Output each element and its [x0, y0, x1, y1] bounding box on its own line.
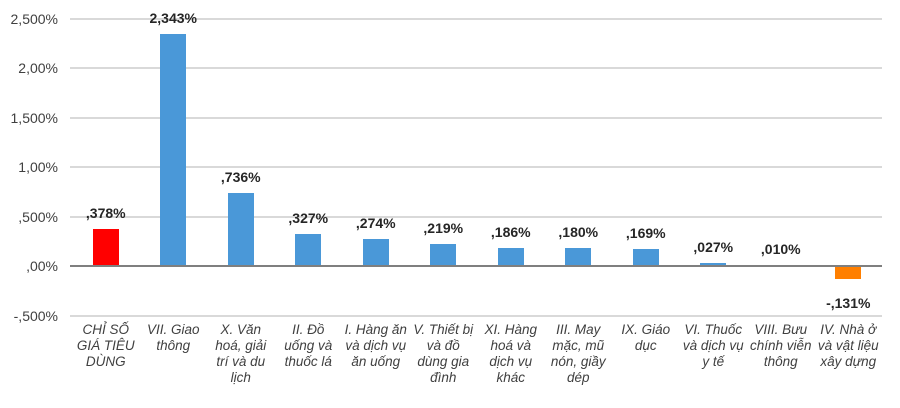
- bar: [835, 266, 862, 279]
- y-tick-label: ,00%: [26, 258, 58, 274]
- bar: [160, 34, 187, 266]
- y-tick-label: 1,500%: [10, 109, 58, 126]
- bar: [227, 193, 254, 266]
- y-tick-label: -,500%: [13, 307, 58, 324]
- value-label: ,010%: [760, 241, 801, 257]
- value-label: -,131%: [826, 294, 871, 311]
- value-label: ,736%: [220, 169, 261, 186]
- category-label: CHỈ SỐ GIÁ TIÊU DÙNG: [76, 322, 135, 369]
- gridline: [70, 166, 882, 168]
- category-label: VIII. Bưu chính viễn thông: [749, 322, 812, 369]
- category-label: I. Hàng ăn và dịch vụ ăn uống: [344, 322, 407, 369]
- value-label: ,378%: [85, 204, 126, 221]
- value-label: ,169%: [625, 225, 666, 242]
- value-label: ,027%: [693, 239, 734, 256]
- category-label: IX. Giáo dục: [621, 322, 671, 353]
- bar: [632, 249, 659, 266]
- bar: [362, 238, 389, 266]
- gridline: [70, 17, 882, 20]
- value-label: ,274%: [355, 214, 396, 231]
- bar: [700, 263, 727, 266]
- gridline: [70, 116, 882, 119]
- category-label: VI. Thuốc và dịch vụ y tế: [682, 322, 744, 369]
- bar: [497, 247, 524, 266]
- gridline: [70, 314, 882, 317]
- y-tick-label: 1,00%: [18, 159, 58, 175]
- y-tick-label: 2,00%: [18, 60, 58, 76]
- value-label: ,327%: [288, 209, 329, 226]
- zero-axis-line: [70, 265, 882, 267]
- value-label: ,186%: [490, 223, 531, 240]
- category-label: X. Văn hoá, giải trí và du lịch: [215, 322, 267, 385]
- gridline: [70, 67, 882, 69]
- gridline: [70, 215, 882, 218]
- category-label: XI. Hàng hoá và dịch vụ khác: [484, 322, 538, 385]
- bar: [295, 233, 322, 266]
- category-label: IV. Nhà ở và vật liệu xây dựng: [817, 322, 879, 369]
- category-label: VII. Giao thông: [146, 322, 200, 353]
- value-label: 2,343%: [149, 10, 197, 27]
- bar: [430, 244, 457, 266]
- category-label: III. May mặc, mũ nón, giầy dép: [550, 322, 606, 385]
- value-label: ,219%: [423, 220, 464, 237]
- category-label: V. Thiết bị và đồ dùng gia đình: [413, 322, 474, 385]
- y-tick-label: 2,500%: [10, 10, 58, 27]
- value-label: ,180%: [558, 224, 599, 241]
- category-label: II. Đồ uống và thuốc lá: [284, 322, 333, 369]
- bar: [565, 248, 592, 266]
- y-tick-label: ,500%: [18, 208, 58, 225]
- bar: [92, 228, 119, 266]
